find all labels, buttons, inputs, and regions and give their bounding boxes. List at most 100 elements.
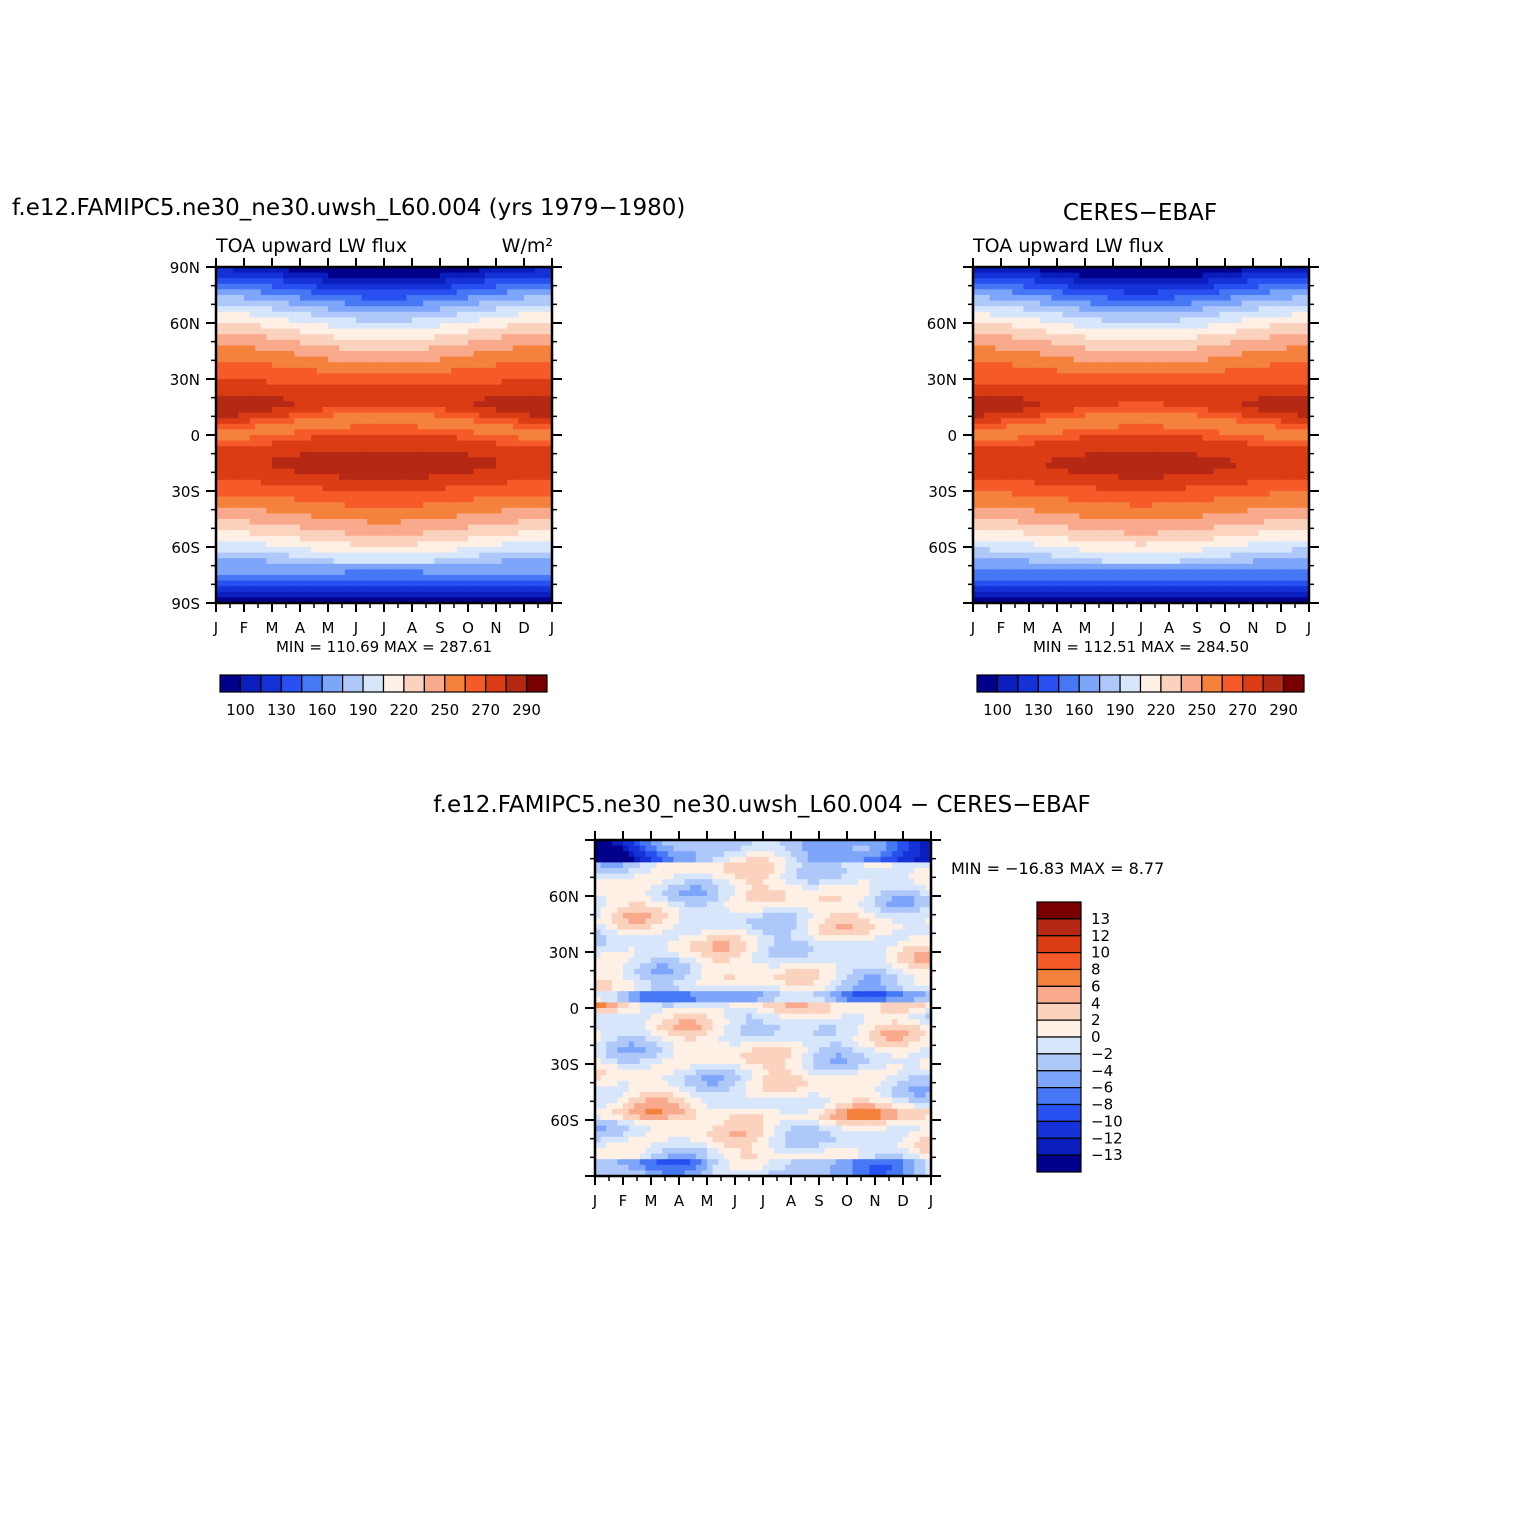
y-tick-label: 30S [171, 483, 200, 501]
colorbar-box [1160, 674, 1182, 693]
colorbar-label: 13 [1091, 910, 1110, 928]
y-tick-label: 0 [190, 427, 200, 445]
x-tick-label: O [462, 619, 474, 637]
x-tick-label: J [928, 1192, 933, 1210]
colorbar-label: 10 [1091, 944, 1110, 962]
colorbar-box [1036, 918, 1082, 937]
colorbar-box [1180, 674, 1203, 693]
x-tick-label: J [760, 1192, 765, 1210]
x-tick-label: S [814, 1192, 824, 1210]
y-tick-label: 60S [171, 539, 200, 557]
colorbar-box [1036, 901, 1082, 920]
x-tick-label: J [1138, 619, 1143, 637]
colorbar-label: 220 [390, 701, 419, 719]
colorbar-label: −4 [1091, 1062, 1113, 1080]
y-tick-label: 60S [928, 539, 957, 557]
y-tick-label: 30N [927, 371, 957, 389]
colorbar-box [1201, 674, 1223, 693]
colorbar-label: 160 [1065, 701, 1094, 719]
colorbar-box [260, 674, 282, 693]
x-tick-label: S [435, 619, 445, 637]
y-tick-label: 90N [170, 259, 200, 277]
colorbar-box [1058, 674, 1080, 693]
colorbar-box [321, 674, 344, 693]
colorbar-label: 250 [430, 701, 459, 719]
colorbar-label: 8 [1091, 961, 1101, 979]
colorbar-label: 100 [983, 701, 1012, 719]
colorbar-box [280, 674, 303, 693]
x-tick-label: N [1247, 619, 1258, 637]
colorbar-box [1139, 674, 1162, 693]
colorbar-box [1036, 1103, 1082, 1122]
colorbar-label: −8 [1091, 1096, 1113, 1114]
colorbar-label: 270 [471, 701, 500, 719]
colorbar-box [362, 674, 385, 693]
colorbar-label: −12 [1091, 1129, 1123, 1147]
x-tick-label: A [674, 1192, 685, 1210]
x-tick-label: J [549, 619, 554, 637]
panel2-title: CERES−EBAF [1063, 200, 1217, 226]
x-tick-label: D [897, 1192, 909, 1210]
colorbar-box [1036, 1070, 1082, 1089]
colorbar-label: 2 [1091, 1011, 1101, 1029]
colorbar-label: 0 [1091, 1028, 1101, 1046]
colorbar-box [403, 674, 425, 693]
x-tick-label: M [645, 1192, 658, 1210]
x-tick-label: A [1164, 619, 1175, 637]
x-tick-label: J [353, 619, 358, 637]
x-tick-label: J [732, 1192, 737, 1210]
colorbar-box [444, 674, 466, 693]
x-tick-label: S [1192, 619, 1202, 637]
colorbar-label: 290 [1269, 701, 1298, 719]
panel3-plot-area [595, 840, 932, 1177]
x-tick-label: N [869, 1192, 880, 1210]
y-tick-label: 30N [549, 944, 579, 962]
colorbar-box [301, 674, 323, 693]
colorbar-box [1262, 674, 1285, 693]
colorbar-label: 12 [1091, 927, 1110, 945]
y-tick-label: 0 [947, 427, 957, 445]
colorbar-label: −6 [1091, 1079, 1113, 1097]
y-tick-label: 30N [170, 371, 200, 389]
colorbar-box [382, 674, 405, 693]
colorbar-label: 160 [308, 701, 337, 719]
colorbar-label: 130 [267, 701, 296, 719]
panel2-colorbar: 100 130 160 190 220 250 270 290 [976, 674, 1305, 719]
colorbar-label: 130 [1024, 701, 1053, 719]
colorbar-box [1036, 1002, 1082, 1021]
colorbar-box [1099, 674, 1121, 693]
x-tick-label: J [213, 619, 218, 637]
panel1-plot-area [216, 267, 553, 604]
colorbar-box [1119, 674, 1142, 693]
colorbar-box [1036, 1137, 1082, 1156]
y-tick-label: 30S [928, 483, 957, 501]
colorbar-label: 6 [1091, 977, 1101, 995]
colorbar-label: 190 [349, 701, 378, 719]
x-tick-label: A [1052, 619, 1063, 637]
colorbar-label: 100 [226, 701, 255, 719]
panel3-stats: MIN = −16.83 MAX = 8.77 [951, 859, 1164, 878]
colorbar-box [423, 674, 446, 693]
colorbar-box [1036, 935, 1082, 954]
colorbar-box [1036, 1154, 1082, 1173]
panel2-subtitle: TOA upward LW flux [972, 235, 1164, 257]
colorbar-box [1036, 952, 1082, 971]
panel2-stats: MIN = 112.51 MAX = 284.50 [1033, 638, 1249, 656]
colorbar-box [464, 674, 487, 693]
panel3-title: f.e12.FAMIPC5.ne30_ne30.uwsh_L60.004 − C… [433, 792, 1091, 818]
x-tick-label: N [490, 619, 501, 637]
colorbar-label: 4 [1091, 994, 1101, 1012]
y-tick-label: 60N [549, 888, 579, 906]
y-tick-label: 0 [569, 1000, 579, 1018]
colorbar-label: 290 [512, 701, 541, 719]
x-tick-label: A [407, 619, 418, 637]
colorbar-box [1036, 1019, 1082, 1038]
x-tick-label: J [1110, 619, 1115, 637]
y-tick-label: 60N [170, 315, 200, 333]
x-tick-label: F [997, 619, 1006, 637]
y-tick-label: 30S [550, 1056, 579, 1074]
colorbar-box [239, 674, 262, 693]
